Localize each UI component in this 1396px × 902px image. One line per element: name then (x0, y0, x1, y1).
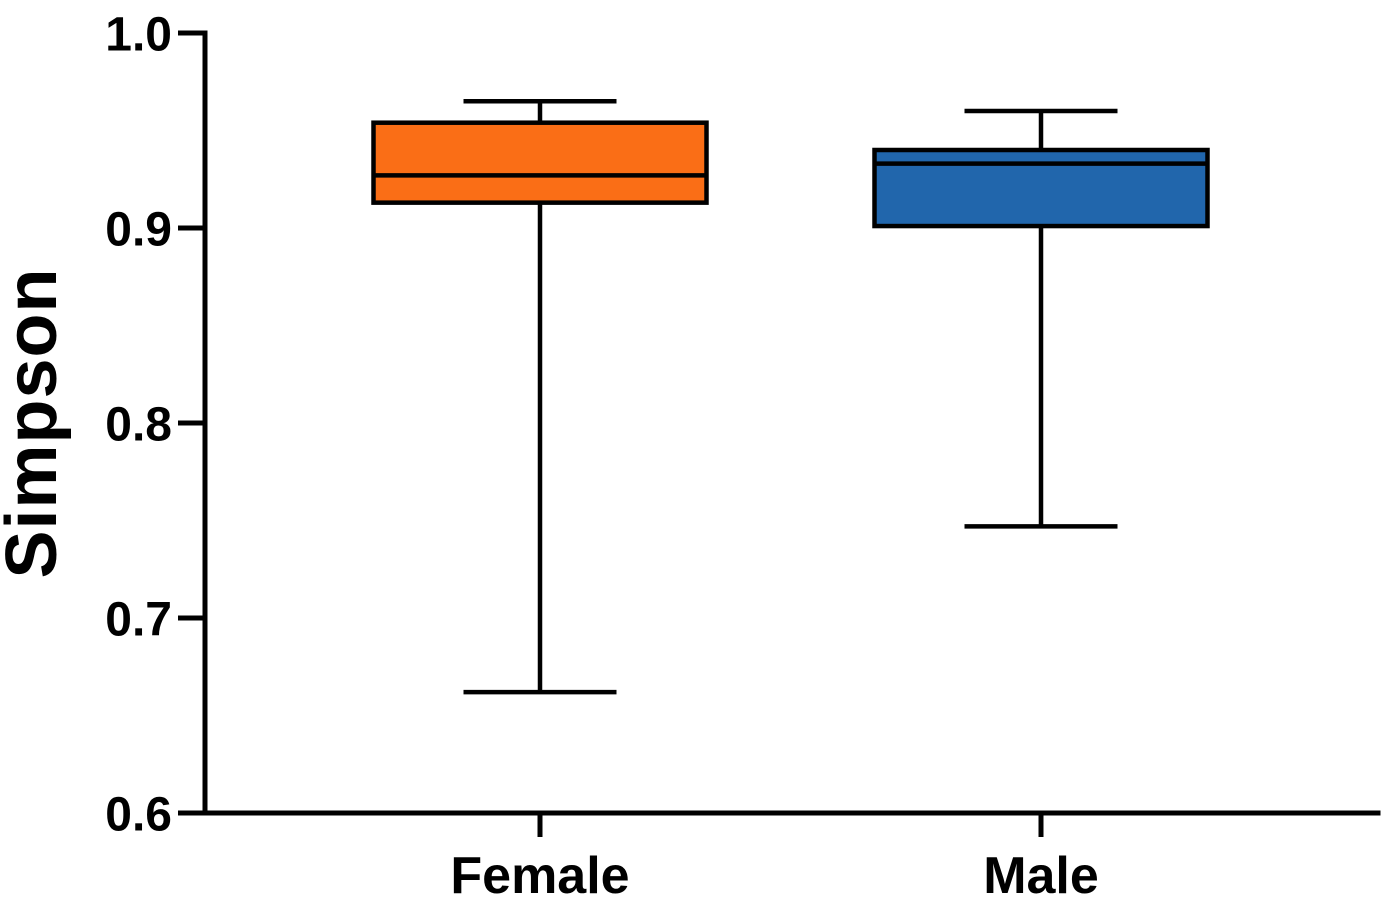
y-tick-label: 0.7 (105, 593, 172, 646)
y-tick-label: 1.0 (105, 8, 172, 61)
y-tick-label: 0.9 (105, 203, 172, 256)
box-group-female (371, 99, 709, 695)
x-category-label: Female (450, 847, 629, 902)
y-tick-label: 0.6 (105, 788, 172, 841)
axes-layer (178, 30, 1381, 837)
boxes-layer (371, 99, 1210, 695)
y-axis-title: Simpson (0, 267, 72, 578)
iqr-box (371, 120, 709, 205)
labels-layer: 1.0 0.9 0.8 0.7 0.6 Female Male (105, 8, 1099, 902)
y-tick-label: 0.8 (105, 398, 172, 451)
x-category-label: Male (983, 847, 1099, 902)
box-group-male (872, 108, 1210, 529)
